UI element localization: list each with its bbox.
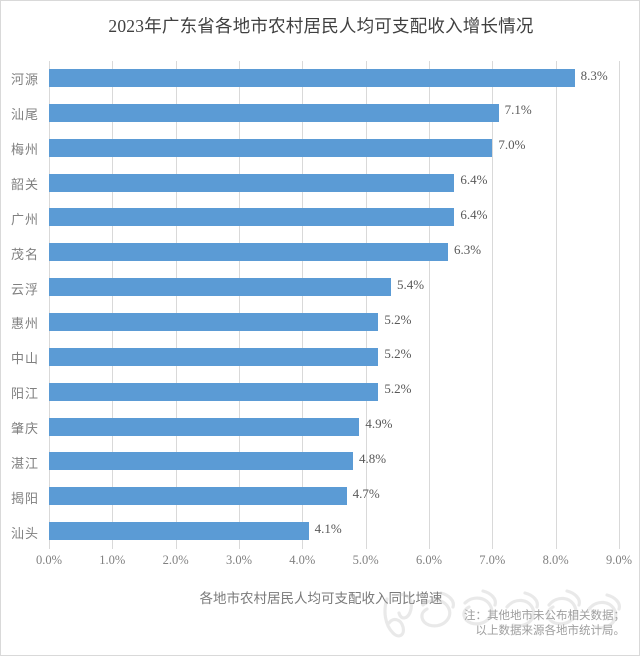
x-tick-label: 7.0%	[479, 553, 506, 567]
bar-value-label: 4.1%	[314, 520, 342, 536]
bar-阳江[interactable]	[49, 382, 379, 401]
x-tick-label: 4.0%	[289, 553, 316, 567]
bar-row: 5.4%	[49, 270, 619, 305]
bar-汕尾[interactable]	[49, 103, 499, 122]
bar-value-label: 4.7%	[352, 485, 380, 501]
x-tick-label: 6.0%	[415, 553, 443, 567]
bar-汕头[interactable]	[49, 522, 309, 541]
bar-河源[interactable]	[49, 69, 575, 87]
gridline-9.0%	[619, 61, 620, 549]
bar-row: 8.3%	[49, 61, 619, 96]
bar-row: 6.3%	[49, 235, 619, 270]
bar-row: 5.2%	[49, 340, 619, 375]
footnote-line-2: 以上数据来源各地市统计局。	[475, 625, 626, 637]
y-axis-label-汕尾: 汕尾	[10, 107, 39, 123]
bar-value-label: 4.9%	[365, 416, 393, 432]
bar-row: 5.2%	[49, 375, 619, 410]
bar-广州[interactable]	[49, 208, 455, 227]
y-axis-label-湛江: 湛江	[10, 455, 39, 471]
y-axis-label-云浮: 云浮	[10, 281, 39, 297]
y-axis-label-广州: 广州	[10, 211, 39, 227]
x-tick-label: 2.0%	[162, 553, 189, 567]
bar-中山[interactable]	[49, 347, 379, 366]
bar-value-label: 5.2%	[384, 346, 412, 362]
bar-value-label: 5.4%	[397, 276, 425, 292]
bar-row: 6.4%	[49, 200, 619, 235]
bar-value-label: 7.1%	[504, 102, 532, 118]
bar-value-label: 4.8%	[359, 450, 387, 466]
x-tick-label: 3.0%	[225, 553, 253, 567]
bar-row: 4.7%	[49, 479, 619, 514]
bar-韶关[interactable]	[49, 173, 455, 192]
bar-row: 7.0%	[49, 131, 619, 166]
bar-row: 7.1%	[49, 96, 619, 131]
x-axis-tick-labels: 0.0% 1.0% 2.0% 3.0% 4.0% 5.0% 6.0% 7.0% 8.0% 9.0%	[36, 553, 632, 573]
bar-揭阳[interactable]	[49, 487, 347, 506]
bars-layer: 8.3% 7.1% 7.0% 6.4% 6.4% 6.3% 5.4% 5.2% 5.2% 5.2%…	[49, 61, 619, 549]
chart-title: 2023年广东省各地市农村居民人均可支配收入增长情况	[108, 16, 534, 36]
x-axis-title: 各地市农村居民人均可支配收入同比增速	[199, 591, 443, 606]
y-axis-label-惠州: 惠州	[10, 316, 39, 332]
y-axis-label-韶关: 韶关	[10, 177, 39, 192]
y-axis-label-揭阳: 揭阳	[10, 490, 39, 506]
bar-value-label: 5.2%	[384, 311, 412, 327]
bar-茂名[interactable]	[49, 243, 448, 262]
bar-value-label: 6.3%	[454, 241, 482, 257]
y-axis-label-茂名: 茂名	[10, 246, 39, 262]
x-tick-label: 8.0%	[542, 553, 569, 567]
bar-row: 4.1%	[49, 514, 619, 549]
bar-row: 4.9%	[49, 410, 619, 445]
footnote-line-1: 注：其他地市未公布相关数据；	[464, 610, 625, 622]
bar-value-label: 5.2%	[384, 381, 412, 397]
x-tick-label: 5.0%	[352, 553, 379, 567]
bar-肇庆[interactable]	[49, 417, 360, 436]
y-axis-label-梅州: 梅州	[10, 142, 39, 158]
bar-value-label: 6.4%	[460, 172, 488, 188]
bar-梅州[interactable]	[49, 138, 493, 157]
bar-value-label: 8.3%	[580, 67, 608, 83]
x-tick-label: 9.0%	[605, 553, 633, 567]
bar-惠州[interactable]	[49, 313, 379, 331]
bar-value-label: 6.4%	[460, 206, 488, 222]
bar-row: 5.2%	[49, 305, 619, 340]
bar-row: 4.8%	[49, 444, 619, 479]
x-tick-label: 1.0%	[99, 553, 126, 567]
x-tick-label: 0.0%	[35, 553, 63, 567]
plot-area: 8.3% 7.1% 7.0% 6.4% 6.4% 6.3% 5.4% 5.2% 5.2% 5.2%…	[49, 61, 620, 549]
y-axis-label-汕头: 汕头	[10, 525, 39, 541]
bar-row: 6.4%	[49, 166, 619, 201]
y-axis-label-河源: 河源	[10, 72, 39, 88]
bar-湛江[interactable]	[49, 452, 353, 471]
y-axis-label-阳江: 阳江	[10, 386, 39, 402]
y-axis-label-肇庆: 肇庆	[10, 421, 39, 436]
footnote: 注：其他地市未公布相关数据； 以上数据来源各地市统计局。	[464, 609, 625, 639]
bar-云浮[interactable]	[49, 278, 391, 297]
bar-value-label: 7.0%	[498, 137, 526, 153]
y-axis-label-中山: 中山	[10, 351, 39, 367]
y-axis-category-labels: 河源汕尾梅州韶关广州茂名云浮惠州中山阳江肇庆湛江揭阳汕头	[1, 61, 45, 549]
